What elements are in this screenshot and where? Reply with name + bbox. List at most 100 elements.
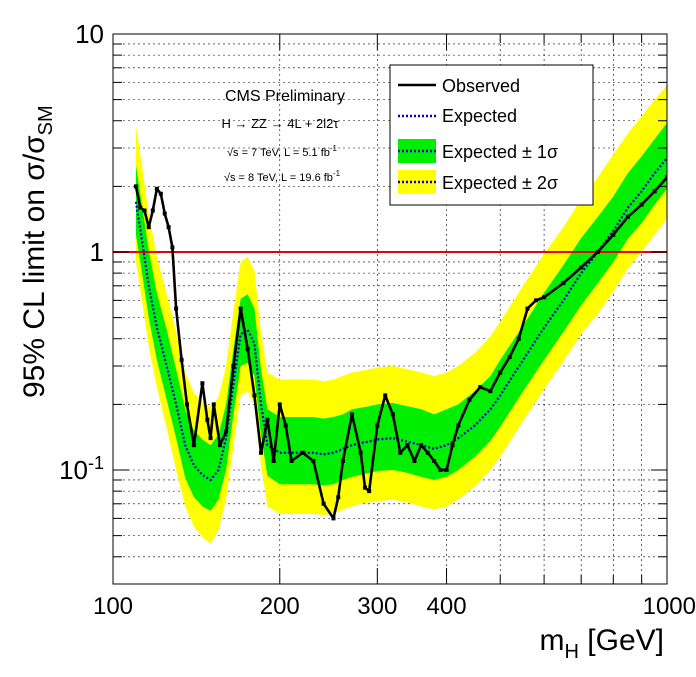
x-tick-label: 300 <box>357 593 397 620</box>
y-axis-title-main: 95% CL limit on σ/σ <box>18 135 51 398</box>
annotation-8tev-text: √s = 8 TeV, L = 19.6 fb <box>224 172 333 184</box>
observed-point <box>283 423 288 428</box>
annotation-7tev-sup: -1 <box>330 144 338 153</box>
plot-frame <box>112 33 668 585</box>
annotation-8tev-sup: -1 <box>333 169 341 178</box>
x-tick-label: 400 <box>427 593 467 620</box>
annotation-block: CMS Preliminary H → ZZ → 4L + 2l2τ √s = … <box>222 88 346 184</box>
observed-point <box>412 458 417 463</box>
annotation-7tev-text: √s = 7 TeV, L = 5.1 fb <box>227 147 330 159</box>
observed-point <box>419 443 424 448</box>
y-axis-title-sub: SM <box>35 105 57 135</box>
observed-point <box>184 402 189 407</box>
observed-point <box>561 281 566 286</box>
legend: Observed Expected Expected ± 1σ Expected… <box>389 64 594 206</box>
observed-point <box>224 429 229 434</box>
observed-point <box>362 485 367 490</box>
observed-point <box>211 402 216 407</box>
observed-point <box>179 357 184 362</box>
observed-point <box>321 501 326 506</box>
observed-point <box>367 489 372 494</box>
observed-point <box>200 381 205 386</box>
annotation-8tev: √s = 8 TeV, L = 19.6 fb-1 <box>224 169 341 184</box>
y-tick-label-base: 10 <box>59 455 88 485</box>
y-tick-label-base: 10 <box>75 19 104 49</box>
observed-point <box>456 423 461 428</box>
observed-line <box>134 176 667 520</box>
x-axis-title: mH [GeV] <box>540 624 665 663</box>
observed-point <box>133 184 138 189</box>
observed-point <box>595 250 600 255</box>
observed-point <box>150 208 155 213</box>
observed-point <box>142 208 147 213</box>
observed-point <box>238 306 243 311</box>
observed-point <box>488 389 493 394</box>
observed-point <box>516 336 521 341</box>
observed-point <box>245 346 250 351</box>
observed-point <box>625 214 630 219</box>
observed-point <box>289 458 294 463</box>
observed-point <box>154 186 159 191</box>
lines <box>113 157 667 521</box>
observed-point <box>639 202 644 207</box>
observed-point <box>146 225 151 230</box>
x-axis-title-sub: H <box>565 641 579 663</box>
observed-point <box>398 450 403 455</box>
observed-point <box>158 191 163 196</box>
observed-point <box>450 443 455 448</box>
observed-point <box>311 458 316 463</box>
x-tick-label: 100 <box>93 593 133 620</box>
observed-point <box>170 245 175 250</box>
observed-point <box>138 205 143 210</box>
annotation-7tev: √s = 7 TeV, L = 5.1 fb-1 <box>227 144 338 159</box>
observed-point <box>375 423 380 428</box>
observed-point <box>478 385 483 390</box>
observed-point <box>579 265 584 270</box>
observed-point <box>525 306 530 311</box>
observed-point <box>162 211 167 216</box>
observed-point <box>331 516 336 521</box>
observed-point <box>358 450 363 455</box>
y-tick-label: 10 <box>75 19 104 49</box>
observed-point <box>542 295 547 300</box>
observed-point <box>349 412 354 417</box>
observed-point <box>383 393 388 398</box>
observed-point <box>405 443 410 448</box>
observed-point <box>208 436 213 441</box>
y-tick-label-exp: -1 <box>88 453 104 473</box>
band-1sigma <box>135 123 667 511</box>
x-axis-title-main: m <box>540 624 565 657</box>
y-tick-label: 1 <box>90 237 104 267</box>
observed-point <box>174 306 179 311</box>
observed-point <box>166 225 171 230</box>
observed-point <box>252 393 257 398</box>
observed-point <box>498 370 503 375</box>
legend-swatch-1sigma <box>398 139 436 163</box>
observed-point <box>231 363 236 368</box>
observed-point <box>259 450 264 455</box>
observed-point <box>444 468 449 473</box>
observed-point <box>300 450 305 455</box>
legend-swatch-2sigma <box>398 170 436 194</box>
observed-point <box>277 402 282 407</box>
legend-label-observed: Observed <box>442 76 520 96</box>
observed-point <box>217 443 222 448</box>
x-axis-title-rest: [GeV] <box>579 624 664 657</box>
observed-point <box>507 354 512 359</box>
observed-point <box>533 298 538 303</box>
observed-point <box>611 232 616 237</box>
observed-point <box>665 175 667 180</box>
observed-point <box>191 443 196 448</box>
legend-label-expected: Expected <box>442 106 517 126</box>
observed-point <box>205 417 210 422</box>
x-tick-label: 1000 <box>643 593 696 620</box>
observed-point <box>425 450 430 455</box>
legend-label-2sigma: Expected ± 2σ <box>442 173 558 193</box>
observed-point <box>432 458 437 463</box>
y-tick-label-base: 1 <box>90 237 104 267</box>
y-tick-label: 10-1 <box>59 453 104 485</box>
observed-point <box>271 458 276 463</box>
x-tick-label: 200 <box>260 593 300 620</box>
